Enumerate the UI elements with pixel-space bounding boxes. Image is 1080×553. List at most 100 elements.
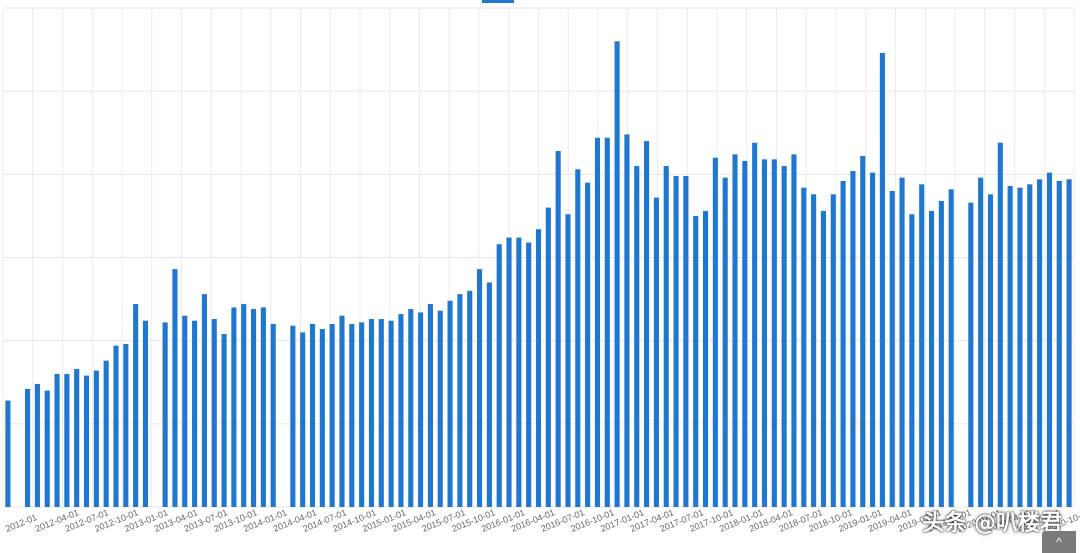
bar bbox=[879, 52, 885, 507]
bar bbox=[427, 304, 433, 507]
scroll-to-top-button[interactable]: ^ bbox=[1042, 531, 1076, 553]
bar bbox=[368, 319, 375, 507]
bar bbox=[860, 156, 866, 507]
bar bbox=[1027, 184, 1033, 507]
bar bbox=[260, 307, 266, 507]
bar bbox=[1046, 172, 1052, 508]
bar bbox=[801, 187, 807, 507]
bar bbox=[634, 166, 640, 507]
bar bbox=[673, 175, 679, 507]
bar bbox=[319, 329, 325, 507]
bar bbox=[948, 189, 954, 507]
bar bbox=[182, 315, 188, 507]
bar bbox=[123, 343, 129, 507]
bar bbox=[693, 215, 699, 507]
bar bbox=[162, 322, 168, 507]
bar bbox=[64, 373, 70, 507]
bar bbox=[516, 237, 522, 508]
bar bbox=[535, 229, 542, 507]
bar bbox=[919, 184, 925, 507]
bar bbox=[791, 154, 797, 507]
bar bbox=[270, 324, 276, 507]
bar bbox=[870, 172, 876, 508]
bar bbox=[192, 320, 198, 507]
bar bbox=[712, 157, 718, 507]
bar bbox=[378, 319, 384, 507]
bar bbox=[1017, 187, 1023, 507]
bar bbox=[1037, 179, 1043, 507]
bar bbox=[133, 304, 139, 507]
bar bbox=[329, 324, 335, 507]
bar bbox=[1056, 180, 1062, 507]
bar bbox=[663, 166, 669, 507]
bar bbox=[349, 324, 355, 507]
bar bbox=[1007, 185, 1013, 507]
bar bbox=[771, 159, 777, 507]
bar bbox=[820, 210, 826, 507]
bar bbox=[398, 314, 404, 507]
bar bbox=[486, 282, 492, 507]
bar bbox=[565, 214, 571, 507]
bar bbox=[594, 137, 601, 508]
bar bbox=[408, 309, 414, 507]
bar bbox=[781, 166, 787, 507]
watermark: 头条 @叭楼君 bbox=[922, 505, 1062, 537]
bar bbox=[496, 244, 502, 507]
bar bbox=[309, 324, 316, 507]
bar bbox=[339, 315, 345, 507]
legend-swatch bbox=[482, 0, 514, 3]
bar bbox=[74, 368, 80, 507]
bar bbox=[359, 322, 365, 507]
bar bbox=[251, 309, 257, 507]
bar bbox=[103, 360, 109, 507]
bar bbox=[889, 190, 895, 507]
bar bbox=[644, 141, 650, 508]
bar bbox=[614, 41, 620, 508]
bar bbox=[93, 370, 99, 507]
bar bbox=[830, 194, 836, 507]
bar bbox=[142, 320, 149, 507]
bar bbox=[968, 202, 974, 508]
bar bbox=[457, 294, 463, 507]
bar bbox=[742, 161, 748, 507]
bar bbox=[545, 207, 551, 507]
bar bbox=[653, 197, 659, 507]
watermark-text: 头条 @叭楼君 bbox=[922, 511, 1062, 536]
bar bbox=[938, 200, 944, 508]
bar bbox=[683, 175, 689, 507]
bar bbox=[840, 180, 846, 507]
bar bbox=[604, 137, 610, 508]
bar bbox=[702, 210, 709, 507]
bar bbox=[811, 194, 817, 507]
bar bbox=[909, 214, 915, 507]
bar bbox=[978, 177, 984, 507]
bar bbox=[231, 307, 237, 507]
bar bbox=[752, 142, 758, 508]
bar bbox=[172, 269, 178, 507]
bar bbox=[476, 269, 483, 507]
bar bbox=[732, 154, 738, 507]
bar bbox=[526, 242, 532, 507]
x-tick-label: 2012-01 bbox=[4, 512, 38, 534]
bar bbox=[447, 300, 453, 507]
bar bbox=[585, 182, 591, 507]
bar bbox=[997, 142, 1003, 508]
bar bbox=[437, 310, 443, 507]
bar bbox=[575, 169, 581, 508]
bar bbox=[555, 151, 561, 507]
bar bbox=[34, 383, 40, 507]
bar bbox=[624, 134, 630, 507]
bar bbox=[5, 400, 11, 507]
bar bbox=[987, 194, 994, 507]
bar bbox=[506, 237, 512, 508]
bar bbox=[761, 159, 768, 507]
bar bbox=[928, 210, 935, 507]
bar bbox=[83, 375, 90, 507]
bar bbox=[201, 294, 207, 507]
bar bbox=[44, 390, 50, 507]
bar bbox=[418, 312, 424, 507]
bar bbox=[290, 325, 296, 507]
bar bbox=[467, 290, 473, 507]
bar bbox=[25, 388, 31, 507]
